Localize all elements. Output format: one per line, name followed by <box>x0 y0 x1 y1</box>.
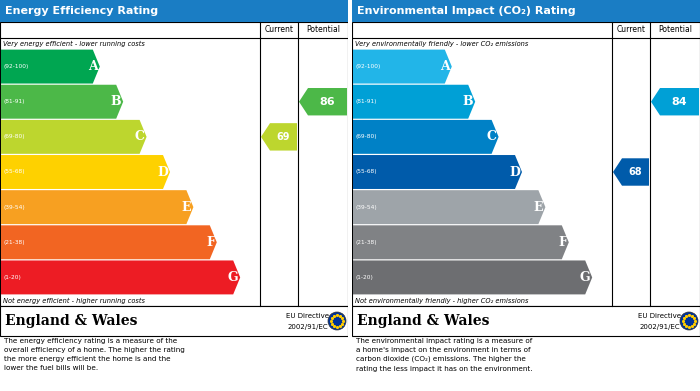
Text: 86: 86 <box>320 97 335 107</box>
Bar <box>352 22 700 306</box>
Circle shape <box>328 312 346 330</box>
Text: (1-20): (1-20) <box>356 275 374 280</box>
Text: C: C <box>134 130 145 143</box>
Text: D: D <box>509 165 520 179</box>
Text: 2002/91/EC: 2002/91/EC <box>288 324 328 330</box>
Polygon shape <box>1 225 217 259</box>
Polygon shape <box>1 50 100 84</box>
Polygon shape <box>1 260 240 294</box>
Text: Not energy efficient - higher running costs: Not energy efficient - higher running co… <box>3 298 145 303</box>
Text: 69: 69 <box>276 132 290 142</box>
Text: D: D <box>157 165 168 179</box>
Text: (55-68): (55-68) <box>4 170 26 174</box>
Text: B: B <box>111 95 121 108</box>
Polygon shape <box>299 88 347 115</box>
Text: Potential: Potential <box>658 25 692 34</box>
Bar <box>352 306 700 336</box>
Polygon shape <box>261 123 297 151</box>
Text: Potential: Potential <box>306 25 340 34</box>
Bar <box>0 306 348 336</box>
Text: (1-20): (1-20) <box>4 275 22 280</box>
Polygon shape <box>1 190 193 224</box>
Text: C: C <box>486 130 496 143</box>
Polygon shape <box>353 120 498 154</box>
Text: G: G <box>228 271 238 284</box>
Text: A: A <box>88 60 98 73</box>
Polygon shape <box>353 225 569 259</box>
Polygon shape <box>353 190 545 224</box>
Text: (81-91): (81-91) <box>4 99 25 104</box>
Polygon shape <box>651 88 699 115</box>
Text: (55-68): (55-68) <box>356 170 377 174</box>
Text: F: F <box>558 236 567 249</box>
Text: 84: 84 <box>672 97 687 107</box>
Text: E: E <box>182 201 191 213</box>
Circle shape <box>680 312 698 330</box>
Text: (21-38): (21-38) <box>4 240 26 245</box>
Text: A: A <box>440 60 450 73</box>
Text: England & Wales: England & Wales <box>5 314 137 328</box>
Text: E: E <box>534 201 543 213</box>
Text: (69-80): (69-80) <box>4 135 26 139</box>
Text: (92-100): (92-100) <box>4 64 29 69</box>
Bar <box>352 0 700 22</box>
Polygon shape <box>1 155 170 189</box>
Text: Energy Efficiency Rating: Energy Efficiency Rating <box>5 6 158 16</box>
Polygon shape <box>353 260 592 294</box>
Text: (39-54): (39-54) <box>4 204 26 210</box>
Polygon shape <box>353 155 522 189</box>
Polygon shape <box>613 158 649 186</box>
Text: F: F <box>206 236 215 249</box>
Text: (69-80): (69-80) <box>356 135 377 139</box>
Text: Environmental Impact (CO₂) Rating: Environmental Impact (CO₂) Rating <box>357 6 575 16</box>
Text: EU Directive: EU Directive <box>638 314 682 319</box>
Text: Current: Current <box>617 25 645 34</box>
Text: Very energy efficient - lower running costs: Very energy efficient - lower running co… <box>3 40 145 47</box>
Text: G: G <box>580 271 590 284</box>
Bar <box>0 0 348 22</box>
Text: 2002/91/EC: 2002/91/EC <box>640 324 680 330</box>
Text: (81-91): (81-91) <box>356 99 377 104</box>
Polygon shape <box>353 50 452 84</box>
Text: (39-54): (39-54) <box>356 204 378 210</box>
Text: The environmental impact rating is a measure of
a home's impact on the environme: The environmental impact rating is a mea… <box>356 338 533 371</box>
Bar <box>0 22 348 306</box>
Text: Not environmentally friendly - higher CO₂ emissions: Not environmentally friendly - higher CO… <box>355 298 528 303</box>
Polygon shape <box>1 120 146 154</box>
Text: (92-100): (92-100) <box>356 64 382 69</box>
Text: The energy efficiency rating is a measure of the
overall efficiency of a home. T: The energy efficiency rating is a measur… <box>4 338 185 371</box>
Text: England & Wales: England & Wales <box>357 314 489 328</box>
Text: (21-38): (21-38) <box>356 240 377 245</box>
Bar <box>348 0 352 391</box>
Text: 68: 68 <box>629 167 643 177</box>
Text: Very environmentally friendly - lower CO₂ emissions: Very environmentally friendly - lower CO… <box>355 40 528 47</box>
Polygon shape <box>353 85 475 119</box>
Text: B: B <box>463 95 473 108</box>
Text: EU Directive: EU Directive <box>286 314 330 319</box>
Text: Current: Current <box>265 25 293 34</box>
Polygon shape <box>1 85 123 119</box>
